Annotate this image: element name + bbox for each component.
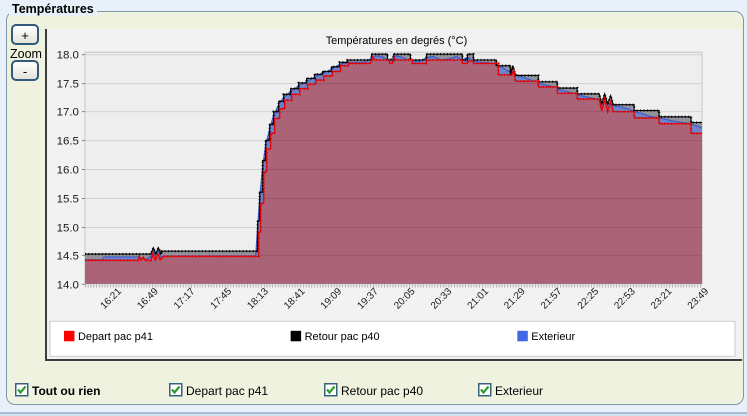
svg-text:Retour pac p40: Retour pac p40 (305, 331, 380, 343)
svg-text:Températures en degrés (°C): Températures en degrés (°C) (326, 35, 468, 47)
svg-text:15.0: 15.0 (57, 222, 79, 234)
svg-text:Depart pac p41: Depart pac p41 (78, 331, 153, 343)
svg-text:18.0: 18.0 (57, 50, 79, 62)
svg-text:15.5: 15.5 (57, 193, 79, 205)
svg-text:16.0: 16.0 (57, 165, 79, 177)
svg-text:14.0: 14.0 (57, 279, 79, 291)
svg-text:17.0: 17.0 (57, 107, 79, 119)
svg-text:17.5: 17.5 (57, 79, 79, 91)
svg-text:14.5: 14.5 (57, 250, 79, 262)
svg-text:Exterieur: Exterieur (531, 331, 575, 343)
svg-text:16.5: 16.5 (57, 136, 79, 148)
